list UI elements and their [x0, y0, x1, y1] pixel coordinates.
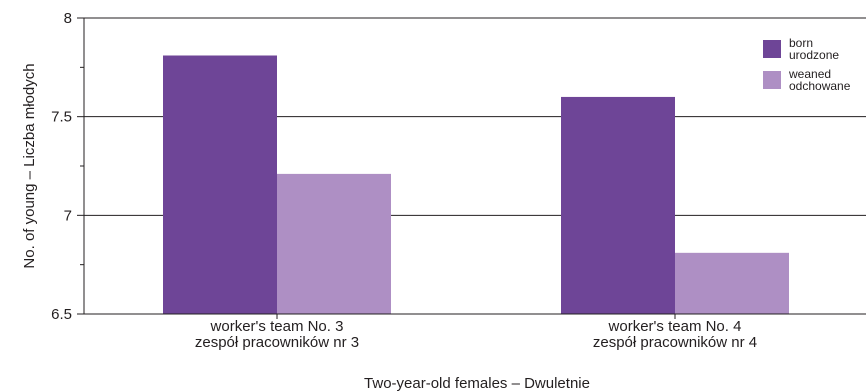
bar-weaned-team-2: [675, 252, 789, 314]
y-tick-label: 8: [64, 10, 72, 27]
bar-born-team-1: [163, 55, 277, 314]
axes: [77, 17, 866, 319]
legend-swatch: [763, 40, 781, 58]
y-tick-label: 6.5: [51, 306, 72, 323]
legend-label: born: [789, 36, 813, 50]
legend-swatch: [763, 71, 781, 89]
x-tick-label: zespół pracowników nr 3: [195, 334, 359, 351]
legend-label: odchowane: [789, 79, 851, 93]
x-tick-label: worker's team No. 3: [210, 318, 344, 335]
y-tick-label: 7: [64, 207, 72, 224]
x-tick-label: zespół pracowników nr 4: [593, 334, 757, 351]
bar-weaned-team-1: [277, 173, 391, 314]
legend-label: weaned: [788, 67, 831, 81]
legend-label: urodzone: [789, 48, 839, 62]
x-tick-label: worker's team No. 4: [608, 318, 742, 335]
y-tick-labels: 6.5 7 7.5 8: [51, 10, 72, 323]
bars: [163, 55, 789, 314]
x-axis-label: Two-year-old females – Dwuletnie: [364, 375, 590, 392]
bar-born-team-2: [561, 96, 675, 314]
y-axis-label: No. of young – Liczba młodych: [21, 63, 38, 268]
y-tick-label: 7.5: [51, 109, 72, 126]
